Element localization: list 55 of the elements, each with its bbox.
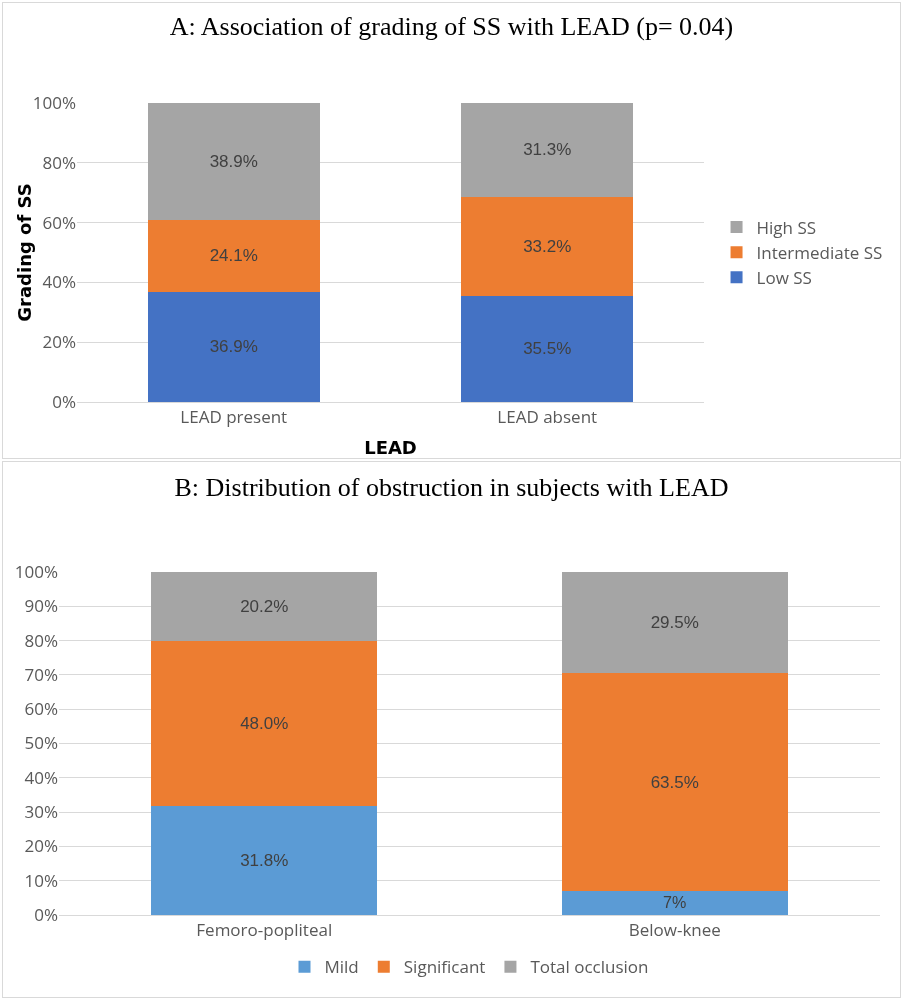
y-tick-label: 50% — [24, 731, 58, 755]
y-tick-label: 20% — [24, 834, 58, 858]
data-label: 24.1% — [209, 246, 258, 266]
y-tick-label: 90% — [24, 594, 58, 618]
chart-title: B: Distribution of obstruction in subjects with LEAD — [174, 473, 729, 503]
y-tick-label: 10% — [24, 868, 58, 892]
bar — [147, 219, 320, 292]
legend-label: Significant — [403, 955, 486, 979]
data-label: 33.2% — [523, 236, 572, 256]
data-label: 31.3% — [523, 140, 572, 160]
y-tick-label: 40% — [42, 270, 76, 294]
data-label: 7% — [663, 893, 687, 912]
y-tick-label: 80% — [24, 628, 58, 652]
bar — [151, 572, 378, 642]
legend-label: High SS — [756, 215, 817, 239]
chart-title: A: Association of grading of SS with LEAD (p= 0.04) — [169, 11, 734, 41]
legend-label: Intermediate SS — [756, 240, 883, 264]
x-tick-label: LEAD present — [180, 405, 288, 429]
bar — [561, 572, 788, 674]
y-tick-label: 60% — [42, 210, 76, 234]
data-label: 36.9% — [209, 337, 258, 357]
data-label: 35.5% — [523, 339, 572, 359]
data-label: 63.5% — [650, 772, 699, 792]
bar — [461, 103, 634, 197]
bar — [147, 291, 320, 402]
y-tick-label: 80% — [42, 150, 76, 174]
bar — [147, 103, 320, 220]
bar — [151, 641, 378, 806]
y-tick-label: 0% — [52, 389, 76, 413]
data-label: 31.8% — [240, 850, 289, 870]
y-tick-label: 20% — [42, 330, 76, 354]
bar — [151, 805, 378, 915]
x-tick-label: LEAD absent — [497, 405, 598, 429]
legend-label: Low SS — [756, 265, 812, 289]
x-tick-label: Femoro-popliteal — [196, 918, 333, 942]
bar — [561, 890, 788, 915]
y-tick-label: 100% — [14, 559, 58, 583]
data-label: 48.0% — [240, 714, 289, 734]
x-axis-title: LEAD — [364, 437, 417, 458]
bar — [461, 295, 634, 402]
y-tick-label: 40% — [24, 765, 58, 789]
x-tick-label: Below-knee — [628, 918, 721, 942]
legend-label: Mild — [324, 955, 359, 979]
y-tick-label: 70% — [24, 662, 58, 686]
y-tick-label: 0% — [34, 902, 58, 926]
data-label: 38.9% — [209, 151, 258, 171]
y-tick-label: 100% — [32, 90, 76, 114]
y-tick-label: 60% — [24, 697, 58, 721]
legend-label: Total occlusion — [530, 955, 649, 979]
data-label: 20.2% — [240, 597, 289, 617]
bar — [561, 673, 788, 891]
y-axis-title: Grading of SS — [14, 183, 35, 322]
bar — [461, 196, 634, 296]
data-label: 29.5% — [650, 613, 699, 633]
y-tick-label: 30% — [24, 800, 58, 824]
